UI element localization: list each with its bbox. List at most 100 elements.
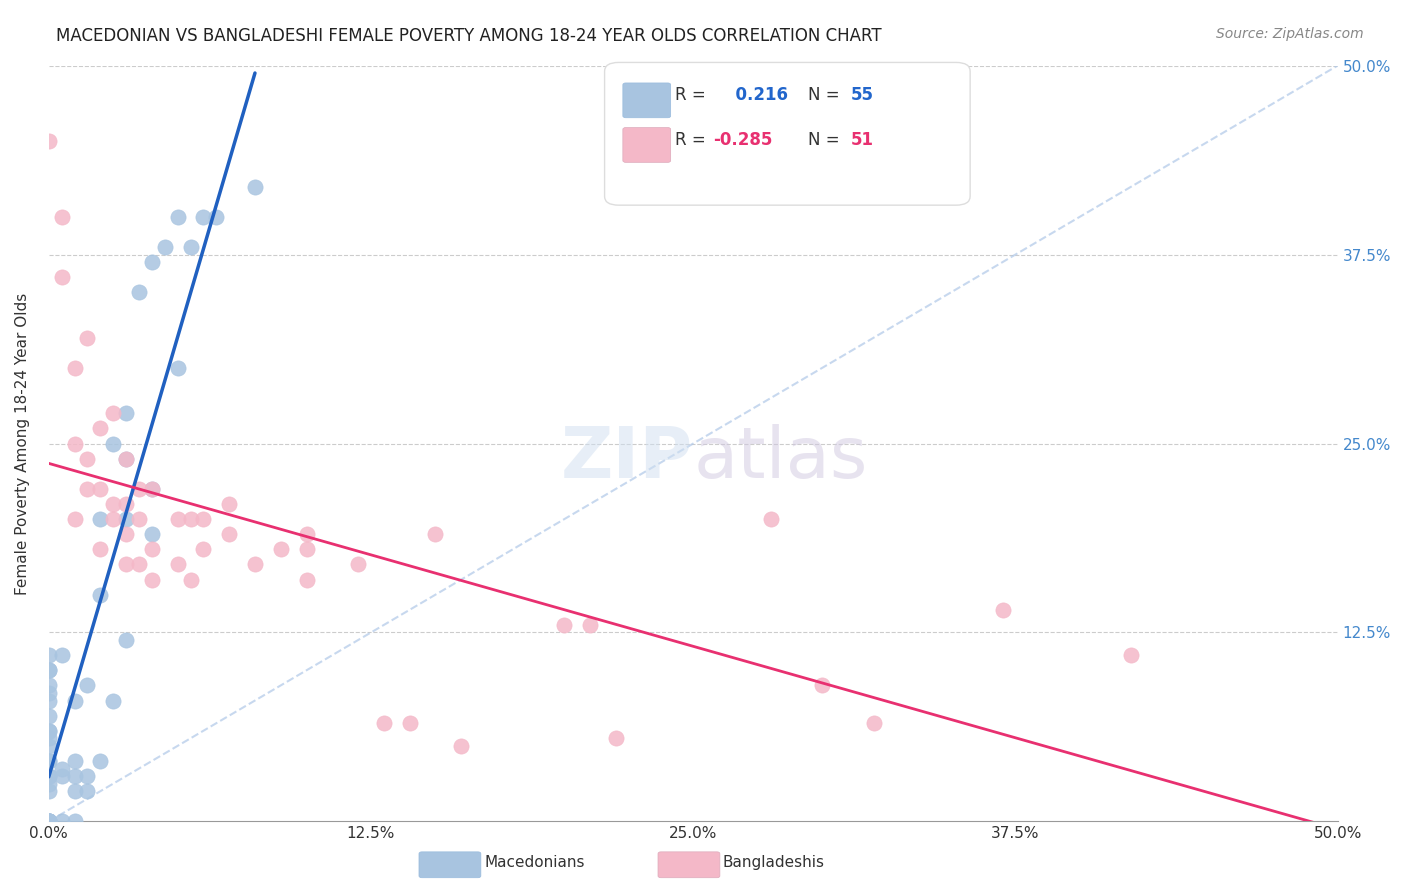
Point: [141, 542, 163, 557]
Point: [89, 482, 111, 496]
Text: Source: ZipAtlas.com: Source: ZipAtlas.com: [1216, 27, 1364, 41]
Point: [128, 512, 150, 526]
Point: [38, 739, 60, 753]
Point: [295, 573, 318, 587]
Point: [103, 693, 125, 707]
Point: [76, 678, 98, 692]
Point: [141, 255, 163, 269]
Point: [76, 784, 98, 798]
Point: [579, 618, 602, 632]
Point: [811, 678, 834, 692]
Y-axis label: Female Poverty Among 18-24 Year Olds: Female Poverty Among 18-24 Year Olds: [15, 293, 30, 595]
Text: 51: 51: [851, 131, 873, 149]
Point: [115, 406, 138, 420]
Point: [166, 512, 188, 526]
Point: [38, 814, 60, 829]
Point: [141, 482, 163, 496]
Point: [115, 558, 138, 572]
Point: [38, 814, 60, 829]
Point: [425, 527, 447, 541]
Point: [605, 731, 627, 746]
Point: [51, 762, 73, 776]
Point: [103, 512, 125, 526]
Point: [180, 512, 202, 526]
Point: [398, 716, 420, 731]
Text: atlas: atlas: [693, 425, 868, 493]
Point: [38, 769, 60, 783]
Point: [51, 210, 73, 224]
Point: [218, 527, 240, 541]
Point: [63, 769, 86, 783]
Point: [141, 527, 163, 541]
Point: [38, 648, 60, 662]
Point: [373, 716, 395, 731]
Text: MACEDONIAN VS BANGLADESHI FEMALE POVERTY AMONG 18-24 YEAR OLDS CORRELATION CHART: MACEDONIAN VS BANGLADESHI FEMALE POVERTY…: [56, 27, 882, 45]
Point: [38, 678, 60, 692]
Point: [166, 558, 188, 572]
Point: [243, 179, 266, 194]
Point: [115, 527, 138, 541]
Point: [63, 512, 86, 526]
Point: [103, 436, 125, 450]
Point: [89, 421, 111, 435]
Point: [128, 482, 150, 496]
Point: [759, 512, 782, 526]
Text: Bangladeshis: Bangladeshis: [723, 855, 824, 870]
Point: [553, 618, 575, 632]
Point: [38, 754, 60, 768]
Text: ZIP: ZIP: [561, 425, 693, 493]
Point: [51, 814, 73, 829]
Point: [63, 754, 86, 768]
Text: R =: R =: [675, 87, 711, 104]
Text: N =: N =: [808, 87, 845, 104]
Point: [38, 693, 60, 707]
Point: [166, 360, 188, 375]
Point: [38, 686, 60, 700]
Point: [89, 754, 111, 768]
Point: [128, 285, 150, 300]
Point: [295, 542, 318, 557]
Point: [193, 542, 215, 557]
Point: [63, 814, 86, 829]
Point: [115, 633, 138, 648]
Point: [76, 451, 98, 466]
Point: [38, 814, 60, 829]
Point: [295, 527, 318, 541]
Point: [103, 406, 125, 420]
Point: [38, 754, 60, 768]
Point: [128, 558, 150, 572]
Point: [218, 497, 240, 511]
Point: [38, 723, 60, 738]
Point: [38, 784, 60, 798]
Point: [89, 588, 111, 602]
Point: [193, 210, 215, 224]
Point: [38, 814, 60, 829]
Point: [38, 723, 60, 738]
Point: [76, 482, 98, 496]
Point: [51, 270, 73, 285]
Point: [51, 648, 73, 662]
Point: [38, 769, 60, 783]
Point: [193, 512, 215, 526]
Point: [862, 716, 884, 731]
Point: [166, 210, 188, 224]
Point: [205, 210, 228, 224]
Point: [89, 512, 111, 526]
Text: -0.285: -0.285: [713, 131, 772, 149]
Point: [38, 663, 60, 677]
Point: [180, 240, 202, 254]
Text: 0.216: 0.216: [724, 87, 789, 104]
Point: [991, 603, 1014, 617]
Point: [180, 573, 202, 587]
Text: 55: 55: [851, 87, 873, 104]
Point: [103, 497, 125, 511]
Point: [1121, 648, 1143, 662]
Point: [76, 769, 98, 783]
Point: [270, 542, 292, 557]
Point: [63, 360, 86, 375]
Text: Macedonians: Macedonians: [484, 855, 585, 870]
Point: [63, 693, 86, 707]
Point: [153, 240, 176, 254]
Text: N =: N =: [808, 131, 845, 149]
Point: [38, 708, 60, 723]
